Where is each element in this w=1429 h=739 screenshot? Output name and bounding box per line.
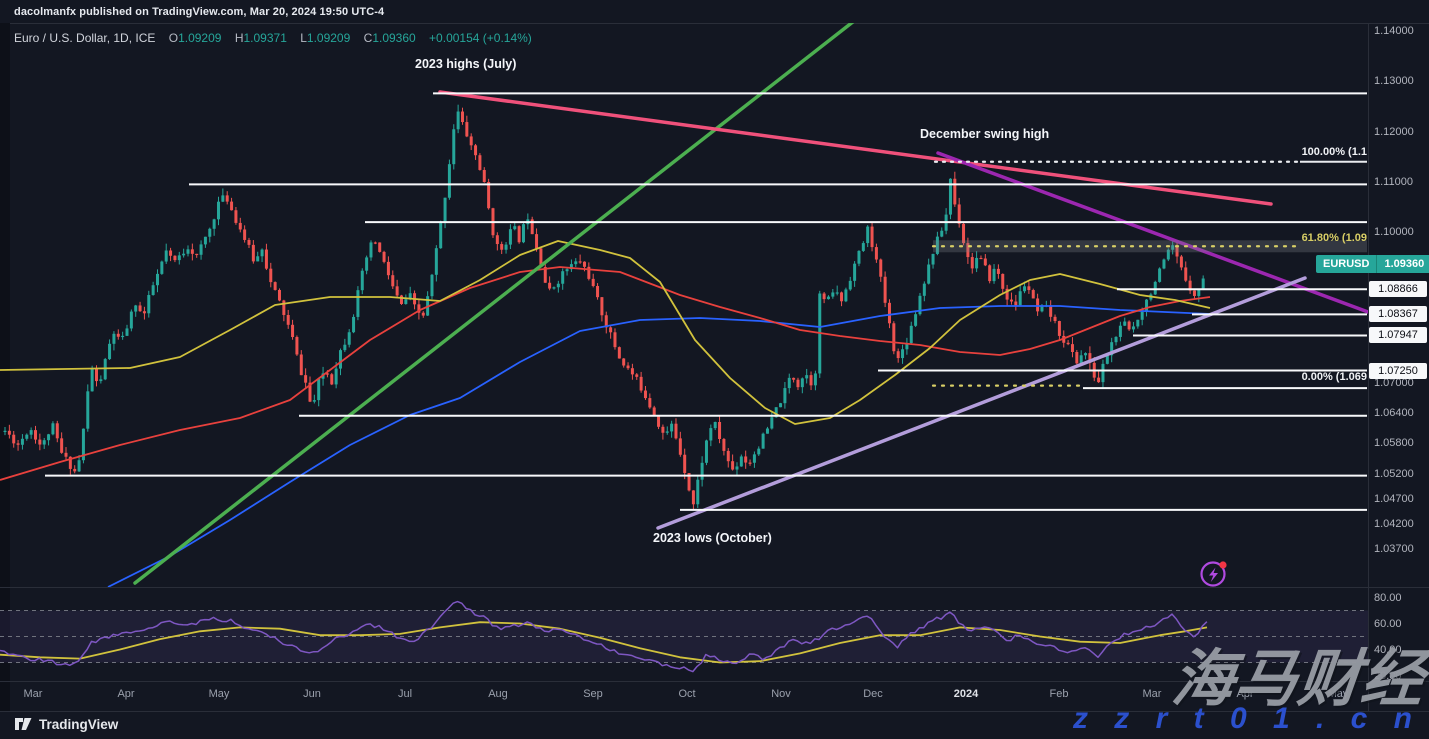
change-value: +0.00154 (+0.14%): [429, 31, 532, 45]
flash-idea-icon[interactable]: [1198, 558, 1230, 590]
price-tick: 1.05800: [1374, 437, 1414, 450]
symbol-ohlc-row[interactable]: Euro / U.S. Dollar, 1D, ICE O1.09209 H1.…: [14, 31, 532, 45]
last-price-badge: EURUSD 1.09360: [1316, 255, 1429, 273]
rsi-tick: 40.00: [1374, 643, 1402, 656]
price-level-box: 1.07250: [1369, 362, 1427, 379]
high-value: 1.09371: [243, 31, 287, 45]
price-level-box: 1.08866: [1369, 281, 1427, 298]
time-label-aug: Aug: [488, 688, 508, 700]
axis-separator: [1368, 23, 1369, 711]
price-tick: 1.14000: [1374, 25, 1414, 37]
rsi-tick: 20.00: [1374, 669, 1402, 682]
high-label: H: [234, 31, 244, 45]
price-tick: 1.03700: [1374, 543, 1414, 556]
time-label-2024: 2024: [953, 688, 979, 700]
fib-0-label[interactable]: 0.00% (1.069: [1301, 371, 1367, 383]
low-value: 1.09209: [306, 31, 351, 45]
price-tick: 1.04700: [1374, 492, 1414, 505]
price-tick: 1.07000: [1374, 377, 1414, 390]
price-tick: 1.04200: [1374, 517, 1414, 530]
price-tick: 1.11000: [1374, 175, 1413, 188]
rsi-tick: 60.00: [1374, 617, 1402, 630]
tradingview-logo-text: TradingView: [39, 716, 119, 732]
time-label-jun: Jun: [303, 688, 321, 700]
time-label-nov: Nov: [771, 688, 791, 700]
annotation-december-swing-high: December swing high: [920, 127, 1050, 141]
published-byline: dacolmanfx published on TradingView.com,…: [14, 6, 385, 18]
time-label-jul: Jul: [397, 688, 413, 700]
time-label-feb: Feb: [1049, 688, 1069, 700]
time-label-mar: Mar: [23, 688, 43, 700]
pane-separator[interactable]: [0, 587, 1429, 588]
time-label-oct: Oct: [678, 688, 696, 700]
symbol-title[interactable]: Euro / U.S. Dollar, 1D, ICE: [14, 31, 156, 45]
badge-symbol: EURUSD: [1316, 255, 1378, 273]
price-level-box: 1.08367: [1369, 306, 1427, 323]
badge-price: 1.09360: [1377, 255, 1429, 273]
time-label-apr: Apr: [1236, 688, 1254, 700]
open-value: 1.09209: [178, 31, 222, 45]
time-label-dec: Dec: [863, 688, 883, 700]
rsi-tick: 80.00: [1374, 591, 1402, 604]
price-tick: 1.13000: [1374, 75, 1414, 88]
price-level-box: 1.07947: [1369, 327, 1427, 344]
annotation-2023-highs: 2023 highs (July): [415, 57, 517, 71]
low-label: L: [300, 31, 307, 45]
time-label-mar: Mar: [1142, 688, 1162, 700]
watermark-url[interactable]: z z r t 0 1 . c n: [1072, 702, 1421, 735]
time-label-may: May: [1327, 688, 1349, 700]
time-label-sep: Sep: [583, 688, 603, 700]
annotation-2023-lows: 2023 lows (October): [653, 531, 772, 545]
tradingview-logo[interactable]: TradingView: [14, 716, 118, 732]
price-tick: 1.05200: [1374, 467, 1414, 480]
time-label-apr: Apr: [117, 688, 135, 700]
footer-separator: [0, 711, 1429, 712]
close-label: C: [363, 31, 373, 45]
left-margin: [0, 23, 10, 711]
price-tick: 1.06400: [1374, 407, 1414, 420]
fib-100-label[interactable]: 100.00% (1.1: [1301, 146, 1367, 158]
timescale-separator: [0, 681, 1429, 682]
close-value: 1.09360: [372, 31, 416, 45]
price-tick: 1.10000: [1374, 226, 1414, 239]
tradingview-logo-icon: [15, 718, 32, 730]
time-label-may: May: [208, 688, 230, 700]
header-divider: [0, 23, 1429, 24]
open-label: O: [168, 31, 179, 45]
price-tick: 1.12000: [1374, 125, 1414, 138]
fib-618-label[interactable]: 61.80% (1.09: [1301, 232, 1367, 244]
